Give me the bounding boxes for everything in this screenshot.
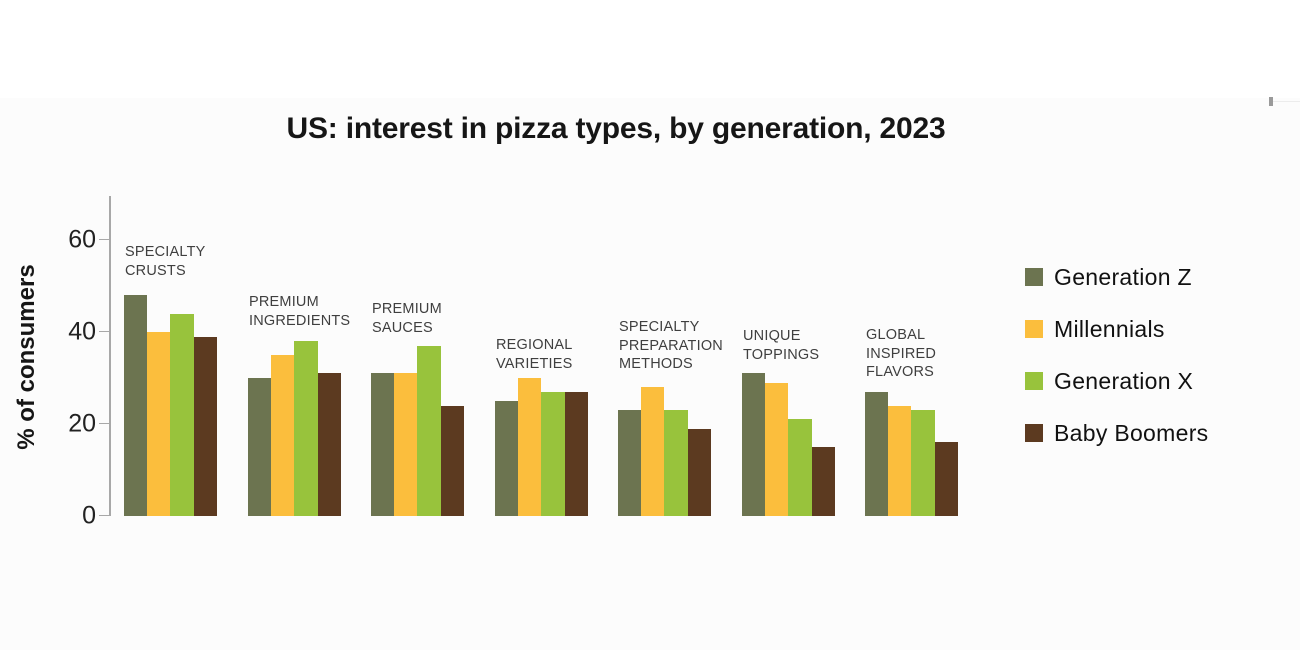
bar-millennials-specialty-crusts (147, 332, 171, 516)
category-label-line: REGIONAL (496, 337, 573, 353)
category-label-line: CRUSTS (125, 262, 186, 279)
y-tick-label-20: 20 (68, 409, 96, 437)
category-label-line: SPECIALTY (125, 244, 206, 260)
bar-baby-boomers-specialty-preparation-methods (687, 428, 711, 516)
legend-swatch-baby-boomers (1025, 424, 1043, 442)
legend-item-millennials: Millennials (1025, 316, 1208, 342)
bar-generation-x-specialty-crusts (170, 313, 194, 516)
bar-generation-x-specialty-preparation-methods (664, 410, 688, 516)
y-tick-label-0: 0 (82, 501, 96, 529)
y-tick-0 (99, 514, 110, 517)
category-label-global-inspired-flavors: GLOBAL INSPIRED FLAVORS (866, 326, 936, 382)
category-label-line: TOPPINGS (743, 346, 820, 363)
category-label-line: PREPARATION (619, 337, 723, 354)
bar-generation-x-regional-varieties (541, 391, 565, 516)
bar-generation-z-premium-ingredients (248, 378, 272, 516)
bar-millennials-unique-toppings (765, 382, 789, 516)
legend-item-generation-z: Generation Z (1025, 264, 1208, 290)
bar-millennials-specialty-preparation-methods (641, 387, 665, 516)
y-tick-40 (99, 330, 110, 333)
bar-baby-boomers-unique-toppings (811, 447, 835, 516)
bar-millennials-global-inspired-flavors (888, 405, 912, 516)
bar-generation-z-unique-toppings (742, 373, 766, 516)
y-axis-line (109, 196, 111, 516)
bar-baby-boomers-premium-sauces (440, 405, 464, 516)
category-label-line: SPECIALTY (619, 319, 700, 335)
y-tick-60 (99, 238, 110, 241)
bar-generation-z-regional-varieties (495, 401, 519, 516)
scrollbar-track-line (1273, 101, 1300, 102)
category-label-line: VARIETIES (496, 355, 573, 372)
category-label-specialty-preparation-methods: SPECIALTY PREPARATION METHODS (619, 318, 723, 374)
category-label-line: PREMIUM (372, 301, 442, 317)
category-label-specialty-crusts: SPECIALTY CRUSTS (125, 243, 206, 280)
legend-label-millennials: Millennials (1054, 315, 1165, 342)
category-label-unique-toppings: UNIQUE TOPPINGS (743, 327, 819, 364)
legend-item-baby-boomers: Baby Boomers (1025, 420, 1208, 446)
bar-millennials-regional-varieties (518, 378, 542, 516)
scrollbar-thumb[interactable] (1269, 97, 1273, 106)
bar-generation-x-premium-ingredients (294, 341, 318, 516)
category-label-premium-sauces: PREMIUM SAUCES (372, 300, 442, 337)
bar-baby-boomers-global-inspired-flavors (934, 442, 958, 516)
bar-generation-x-unique-toppings (788, 419, 812, 516)
category-label-line: INGREDIENTS (249, 312, 351, 329)
category-label-line: PREMIUM (249, 294, 319, 310)
bar-generation-x-premium-sauces (417, 345, 441, 516)
y-tick-label-40: 40 (68, 317, 96, 345)
category-label-line: GLOBAL (866, 327, 926, 343)
y-tick-20 (99, 422, 110, 425)
bar-baby-boomers-premium-ingredients (317, 373, 341, 516)
bar-generation-z-specialty-preparation-methods (618, 410, 642, 516)
category-label-line: INSPIRED (866, 345, 937, 362)
legend-label-baby-boomers: Baby Boomers (1054, 419, 1209, 446)
chart-title: US: interest in pizza types, by generati… (286, 112, 946, 145)
category-label-line: FLAVORS (866, 364, 935, 380)
bar-generation-z-global-inspired-flavors (865, 391, 889, 516)
bar-generation-z-premium-sauces (371, 373, 395, 516)
bar-millennials-premium-sauces (394, 373, 418, 516)
legend-item-generation-x: Generation X (1025, 368, 1208, 394)
legend-label-generation-z: Generation Z (1054, 263, 1192, 290)
y-tick-label-60: 60 (68, 225, 96, 253)
bar-baby-boomers-specialty-crusts (193, 336, 217, 516)
bar-generation-x-global-inspired-flavors (911, 410, 935, 516)
category-label-line: METHODS (619, 356, 693, 372)
legend-swatch-millennials (1025, 320, 1043, 338)
legend-label-generation-x: Generation X (1054, 367, 1194, 394)
bar-baby-boomers-regional-varieties (564, 391, 588, 516)
category-label-premium-ingredients: PREMIUM INGREDIENTS (249, 293, 350, 330)
legend-swatch-generation-z (1025, 268, 1043, 286)
bar-millennials-premium-ingredients (271, 355, 295, 516)
category-label-line: UNIQUE (743, 328, 801, 344)
category-label-line: SAUCES (372, 319, 433, 336)
category-label-regional-varieties: REGIONAL VARIETIES (496, 336, 573, 373)
legend: Generation Z Millennials Generation X Baby … (1025, 264, 1208, 446)
legend-swatch-generation-x (1025, 372, 1043, 390)
bar-generation-z-specialty-crusts (124, 295, 148, 516)
